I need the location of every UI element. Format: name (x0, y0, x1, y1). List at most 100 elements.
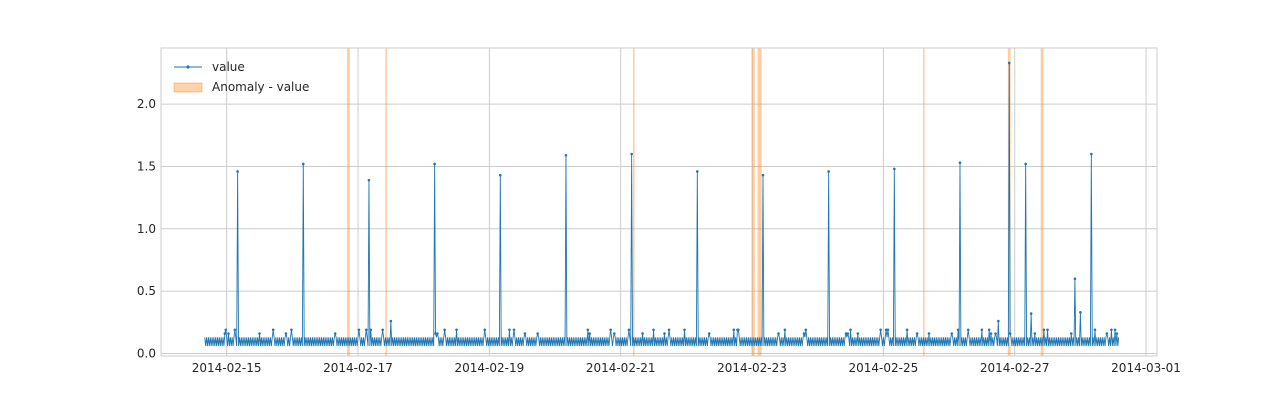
data-point (844, 332, 848, 335)
data-point (652, 328, 655, 332)
data-point (1093, 328, 1097, 332)
legend: value Anomaly - value (173, 60, 309, 94)
data-point (357, 328, 361, 332)
data-point (761, 173, 765, 177)
data-point (915, 332, 919, 335)
legend-label-value: value (212, 60, 245, 74)
data-point (783, 328, 787, 332)
data-point (443, 328, 446, 332)
data-point (1115, 332, 1119, 335)
data-point (1042, 328, 1046, 332)
data-point (284, 332, 288, 335)
data-point (613, 332, 616, 335)
data-point (433, 162, 436, 166)
data-point (987, 328, 991, 332)
data-point (588, 332, 591, 335)
y-tick-label: 1.0 (137, 222, 156, 236)
anomaly-band (752, 48, 755, 356)
data-point (905, 328, 909, 332)
x-tick-label: 2014-02-19 (454, 361, 524, 375)
data-point (1113, 328, 1117, 332)
data-point (980, 328, 984, 332)
data-point (1033, 332, 1037, 335)
data-point (683, 328, 686, 332)
legend-patch-anomaly (173, 82, 203, 93)
data-point (641, 332, 644, 335)
data-point (667, 328, 671, 332)
data-point (997, 319, 1000, 323)
data-point (369, 328, 373, 332)
data-point (333, 332, 337, 335)
y-tick-label: 0.0 (137, 347, 156, 361)
data-point (663, 332, 666, 335)
anomaly-band (633, 48, 635, 356)
data-point (777, 332, 780, 335)
data-point (1110, 328, 1113, 332)
plot-frame (160, 47, 1158, 357)
x-tick-label: 2014-02-17 (323, 361, 393, 375)
data-point (802, 332, 806, 335)
y-tick-label: 2.0 (137, 97, 156, 111)
x-tick-label: 2014-02-25 (848, 361, 918, 375)
data-point (508, 328, 511, 332)
data-point (956, 328, 960, 332)
anomaly-band (1040, 48, 1044, 356)
data-point (707, 332, 711, 335)
data-point (737, 328, 740, 332)
data-point (609, 328, 612, 332)
anomaly-band (347, 48, 350, 356)
data-point (696, 170, 699, 173)
data-point (512, 328, 516, 332)
data-point (846, 332, 850, 335)
y-tick-label: 0.5 (137, 284, 156, 298)
data-point (893, 167, 896, 171)
data-point (483, 328, 487, 332)
data-point (884, 328, 888, 332)
anomaly-band (923, 48, 925, 356)
x-tick-label: 2014-03-01 (1111, 361, 1181, 375)
anomaly-band (757, 48, 762, 356)
data-point (434, 332, 437, 335)
legend-label-anomaly: Anomaly - value (212, 80, 309, 94)
data-point (966, 328, 970, 332)
data-point (804, 328, 808, 332)
data-point (301, 162, 305, 166)
data-point (1079, 311, 1082, 314)
series-line-value (204, 62, 1120, 347)
data-point (627, 328, 631, 332)
data-point (233, 328, 237, 332)
plot-background (161, 48, 1157, 356)
data-point (223, 332, 227, 335)
data-point (849, 328, 852, 332)
value-series (204, 61, 1120, 347)
data-point (1073, 277, 1077, 280)
data-point (1105, 332, 1109, 335)
data-point (927, 332, 931, 335)
data-point (1046, 328, 1049, 332)
x-tick-label: 2014-02-27 (980, 361, 1050, 375)
data-point (1069, 332, 1073, 335)
data-point (1090, 152, 1093, 156)
data-point (367, 178, 371, 182)
data-point (523, 332, 527, 335)
data-point (732, 328, 736, 332)
data-point (389, 319, 393, 323)
data-point (586, 328, 590, 332)
data-point (886, 328, 890, 332)
x-axis: 2014-02-15 2014-02-17 2014-02-19 2014-02-21… (192, 361, 1181, 375)
data-point (271, 328, 275, 332)
data-point (630, 152, 633, 156)
grid (161, 48, 1157, 356)
x-tick-label: 2014-02-15 (192, 361, 262, 375)
data-point (381, 328, 384, 332)
data-point (989, 332, 993, 335)
data-point (236, 170, 239, 173)
data-point (1007, 61, 1011, 65)
x-tick-label: 2014-02-21 (586, 361, 656, 375)
data-point (856, 332, 860, 335)
legend-marker-value (186, 65, 190, 69)
data-point (1024, 162, 1027, 166)
data-point (827, 170, 830, 173)
data-point (436, 332, 439, 335)
